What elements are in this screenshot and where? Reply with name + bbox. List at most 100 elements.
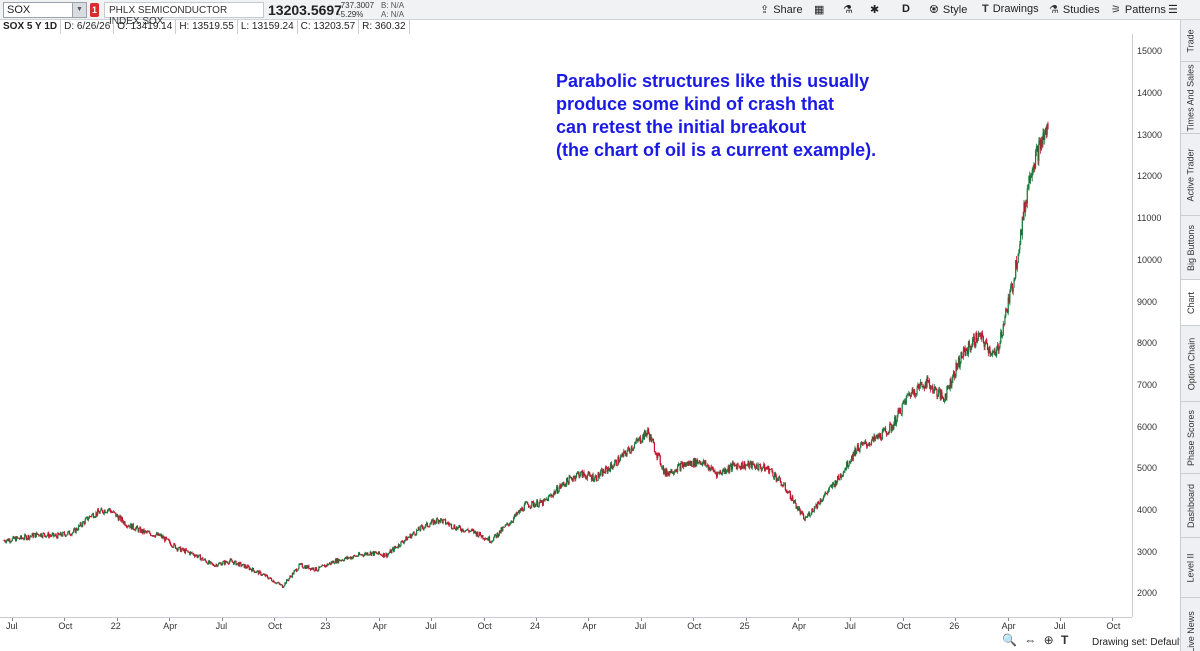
- candle: [529, 504, 531, 510]
- candle: [534, 502, 536, 508]
- candle: [433, 519, 435, 526]
- candle: [114, 512, 116, 514]
- candle: [293, 570, 295, 575]
- candle: [429, 522, 431, 527]
- studies-button[interactable]: ⚗ Studies: [1049, 3, 1100, 16]
- drawing-set-label[interactable]: Drawing set: Default: [1092, 637, 1183, 648]
- candle: [925, 378, 927, 390]
- side-tab-live-news[interactable]: Live News: [1181, 598, 1200, 651]
- candle: [680, 460, 682, 472]
- menu-button[interactable]: ☰: [1168, 3, 1178, 16]
- candle: [5, 540, 7, 544]
- toolbar: SOX ▼ 1 PHLX SEMICONDUCTOR INDEX SOX 132…: [0, 0, 1200, 27]
- candle: [532, 500, 535, 508]
- candle: [85, 516, 87, 520]
- settings-button[interactable]: ✱: [870, 3, 879, 16]
- candle: [108, 507, 110, 511]
- candle: [147, 530, 149, 533]
- candle: [254, 570, 256, 573]
- candle: [150, 533, 152, 537]
- crosshair-icon[interactable]: ⊕: [1043, 633, 1054, 647]
- text-tool-icon[interactable]: T: [1061, 633, 1069, 647]
- aggregation-button[interactable]: D: [902, 3, 910, 15]
- patterns-button[interactable]: ⚞ Patterns: [1111, 3, 1166, 16]
- candle: [936, 388, 938, 400]
- candle: [894, 415, 897, 426]
- candle: [648, 427, 650, 435]
- candle: [693, 457, 695, 468]
- candle: [236, 563, 238, 566]
- candle: [12, 535, 14, 539]
- candle: [562, 481, 564, 486]
- candle: [557, 490, 559, 494]
- side-tab-level-ii[interactable]: Level II: [1181, 538, 1200, 598]
- candle: [248, 566, 250, 571]
- candle: [476, 531, 478, 537]
- candle: [548, 493, 550, 497]
- candle: [119, 514, 121, 519]
- candle: [880, 436, 883, 442]
- share-button[interactable]: ⇪ Share: [760, 3, 803, 16]
- symbol-dropdown-icon[interactable]: ▼: [72, 3, 86, 17]
- side-tab-option-chain[interactable]: Option Chain: [1181, 326, 1200, 402]
- alert-badge[interactable]: 1: [90, 3, 99, 17]
- candle: [336, 558, 338, 565]
- flex-grid-button[interactable]: ▦: [814, 3, 824, 16]
- candle: [441, 519, 443, 524]
- side-tab-big-buttons[interactable]: Big Buttons: [1181, 216, 1200, 280]
- time-axis[interactable]: Jul Oct 22 Apr Jul Oct 23 Apr Jul Oct 24 Apr Jul Oct 2…: [0, 617, 1132, 635]
- side-tab-trade[interactable]: Trade: [1181, 20, 1200, 62]
- candle: [991, 349, 994, 358]
- candle: [346, 555, 348, 560]
- candle: [1001, 329, 1003, 338]
- candle: [836, 475, 839, 484]
- candle: [47, 532, 49, 537]
- drawings-button[interactable]: T Drawings: [982, 3, 1039, 15]
- candle: [938, 387, 940, 397]
- candle: [389, 548, 391, 554]
- price-axis[interactable]: 2000 3000 4000 5000 6000 7000 8000 9000 10000 110…: [1132, 34, 1180, 617]
- candle: [10, 540, 12, 544]
- side-tab-chart[interactable]: Chart: [1181, 280, 1200, 326]
- candle: [169, 541, 172, 546]
- side-tab-active-trader[interactable]: Active Trader: [1181, 134, 1200, 216]
- candle: [43, 532, 45, 534]
- candle: [789, 490, 791, 500]
- candle: [523, 502, 525, 511]
- x-tick-mark: [902, 618, 904, 621]
- candle: [1034, 149, 1037, 170]
- candle: [519, 508, 521, 513]
- candle: [930, 385, 932, 390]
- candle: [369, 550, 371, 555]
- candle: [96, 512, 98, 517]
- candle: [473, 528, 475, 535]
- candle: [116, 513, 119, 518]
- candle: [6, 538, 8, 542]
- candle: [106, 509, 109, 514]
- candle: [773, 472, 776, 480]
- candle: [10, 540, 13, 543]
- candle: [328, 563, 330, 566]
- candle: [338, 559, 341, 561]
- candle: [610, 461, 612, 469]
- zoom-icon[interactable]: 🔍: [1002, 633, 1017, 647]
- style-button[interactable]: ♼ Style: [929, 3, 967, 16]
- chart-annotation[interactable]: Parabolic structures like this usually p…: [556, 70, 876, 162]
- candle: [894, 414, 896, 427]
- beaker-button[interactable]: ⚗: [843, 3, 853, 16]
- side-tab-phase-scores[interactable]: Phase Scores: [1181, 402, 1200, 474]
- candle: [37, 534, 39, 536]
- symbol-input[interactable]: SOX ▼: [3, 2, 87, 18]
- candle: [535, 504, 537, 507]
- candle: [724, 466, 726, 474]
- candle: [736, 462, 738, 471]
- resize-icon[interactable]: ⇔: [1024, 633, 1037, 647]
- price-chart[interactable]: [0, 34, 1132, 617]
- candle: [908, 390, 910, 397]
- candle: [636, 437, 638, 442]
- candle: [121, 516, 123, 523]
- side-tab-dashboard[interactable]: Dashboard: [1181, 474, 1200, 538]
- candle: [100, 507, 102, 512]
- side-tab-times-and-sales[interactable]: Times And Sales: [1181, 62, 1200, 134]
- candle: [746, 463, 748, 467]
